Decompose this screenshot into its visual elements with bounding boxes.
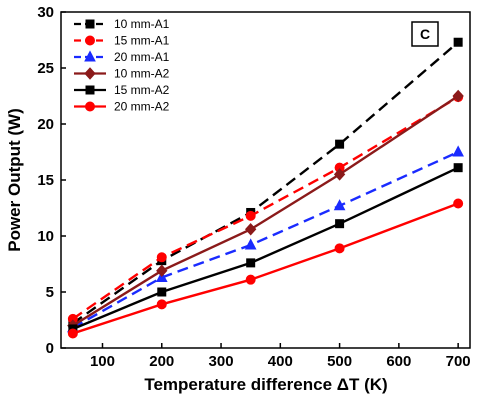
series-line: [72, 202, 459, 335]
data-point: [157, 287, 167, 297]
data-point: [453, 198, 464, 209]
data-point: [156, 252, 167, 263]
data-point: [84, 50, 96, 62]
panel-label-box: [411, 21, 439, 47]
panel-label: C: [420, 26, 430, 42]
series: [68, 37, 463, 328]
data-point: [156, 299, 167, 310]
data-point: [333, 199, 346, 211]
legend-entry: 15 mm-A1: [74, 34, 170, 48]
x-tick-label: 600: [386, 353, 411, 370]
data-point: [245, 210, 256, 221]
series-line: [72, 166, 459, 331]
series: [67, 92, 464, 324]
y-tick-label: 20: [37, 116, 54, 133]
legend-label: 20 mm-A2: [114, 100, 170, 114]
data-point: [85, 101, 95, 112]
legend-label: 15 mm-A1: [114, 34, 170, 48]
series: [67, 198, 464, 339]
data-point: [85, 35, 95, 46]
series: [68, 163, 463, 334]
data-point: [335, 219, 345, 229]
y-tick-label: 10: [37, 228, 54, 245]
legend-label: 10 mm-A1: [114, 17, 170, 31]
data-point: [85, 19, 95, 29]
legend-entry: 10 mm-A1: [74, 17, 170, 31]
data-point: [156, 264, 168, 277]
y-tick-label: 5: [46, 284, 54, 301]
legend-entry: 15 mm-A2: [74, 83, 170, 97]
series: [67, 89, 464, 332]
data-point: [452, 89, 464, 103]
data-point: [453, 163, 463, 173]
x-tick-label: 500: [327, 353, 352, 370]
data-point: [334, 243, 345, 254]
y-tick-label: 25: [37, 60, 54, 77]
legend: 10 mm-A1 15 mm-A1 20 mm-A1 10 mm-A2 15 mm-A2…: [74, 17, 170, 114]
x-axis-label: Temperature difference ΔT (K): [144, 375, 387, 394]
x-tick-label: 200: [149, 353, 174, 370]
axis-ticks: 100 200 300 400 500 600 700 0 5 10 15 20 25 30: [37, 4, 470, 370]
data-point: [84, 67, 96, 80]
data-point: [244, 238, 257, 250]
series-layer: [67, 37, 464, 339]
legend-entry: 20 mm-A1: [74, 50, 170, 64]
y-axis-label: Power Output (W): [5, 108, 24, 252]
y-tick-label: 15: [37, 172, 54, 189]
x-tick-label: 400: [268, 353, 293, 370]
legend-label: 10 mm-A2: [114, 67, 170, 81]
series-line: [72, 96, 459, 320]
y-tick-label: 30: [37, 4, 54, 21]
data-point: [85, 85, 95, 95]
data-point: [452, 145, 464, 157]
legend-label: 15 mm-A2: [114, 83, 170, 97]
y-tick-label: 0: [46, 340, 54, 357]
x-tick-label: 100: [90, 353, 115, 370]
data-point: [333, 168, 346, 181]
legend-entry: 10 mm-A2: [74, 67, 170, 81]
data-point: [246, 258, 256, 268]
legend-entry: 20 mm-A2: [74, 100, 170, 114]
series-line: [72, 150, 459, 329]
data-point: [245, 274, 256, 285]
x-tick-label: 300: [209, 353, 234, 370]
data-point: [67, 328, 78, 339]
data-point: [245, 223, 257, 236]
data-point: [453, 37, 463, 47]
data-point: [335, 139, 345, 149]
x-tick-label: 700: [446, 353, 471, 370]
legend-label: 20 mm-A1: [114, 50, 170, 64]
series: [67, 145, 464, 333]
